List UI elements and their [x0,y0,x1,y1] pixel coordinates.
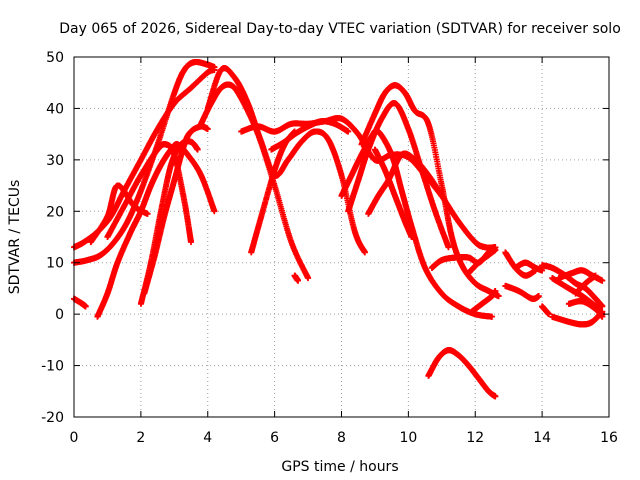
data-point [82,303,89,310]
data-point [211,208,218,215]
series-track-20 [425,347,499,400]
series-track-5 [87,182,151,246]
series-track-23 [468,288,499,315]
data-point [188,239,194,246]
series-track-2 [71,59,218,266]
series-track-14 [291,272,301,284]
series-track-7 [137,138,201,307]
data-point [144,210,151,217]
series-track-1 [71,66,218,251]
data-point [211,64,218,71]
data-marks [71,59,606,400]
chart-title: Day 065 of 2026, Sidereal Day-to-day VTE… [59,21,621,37]
